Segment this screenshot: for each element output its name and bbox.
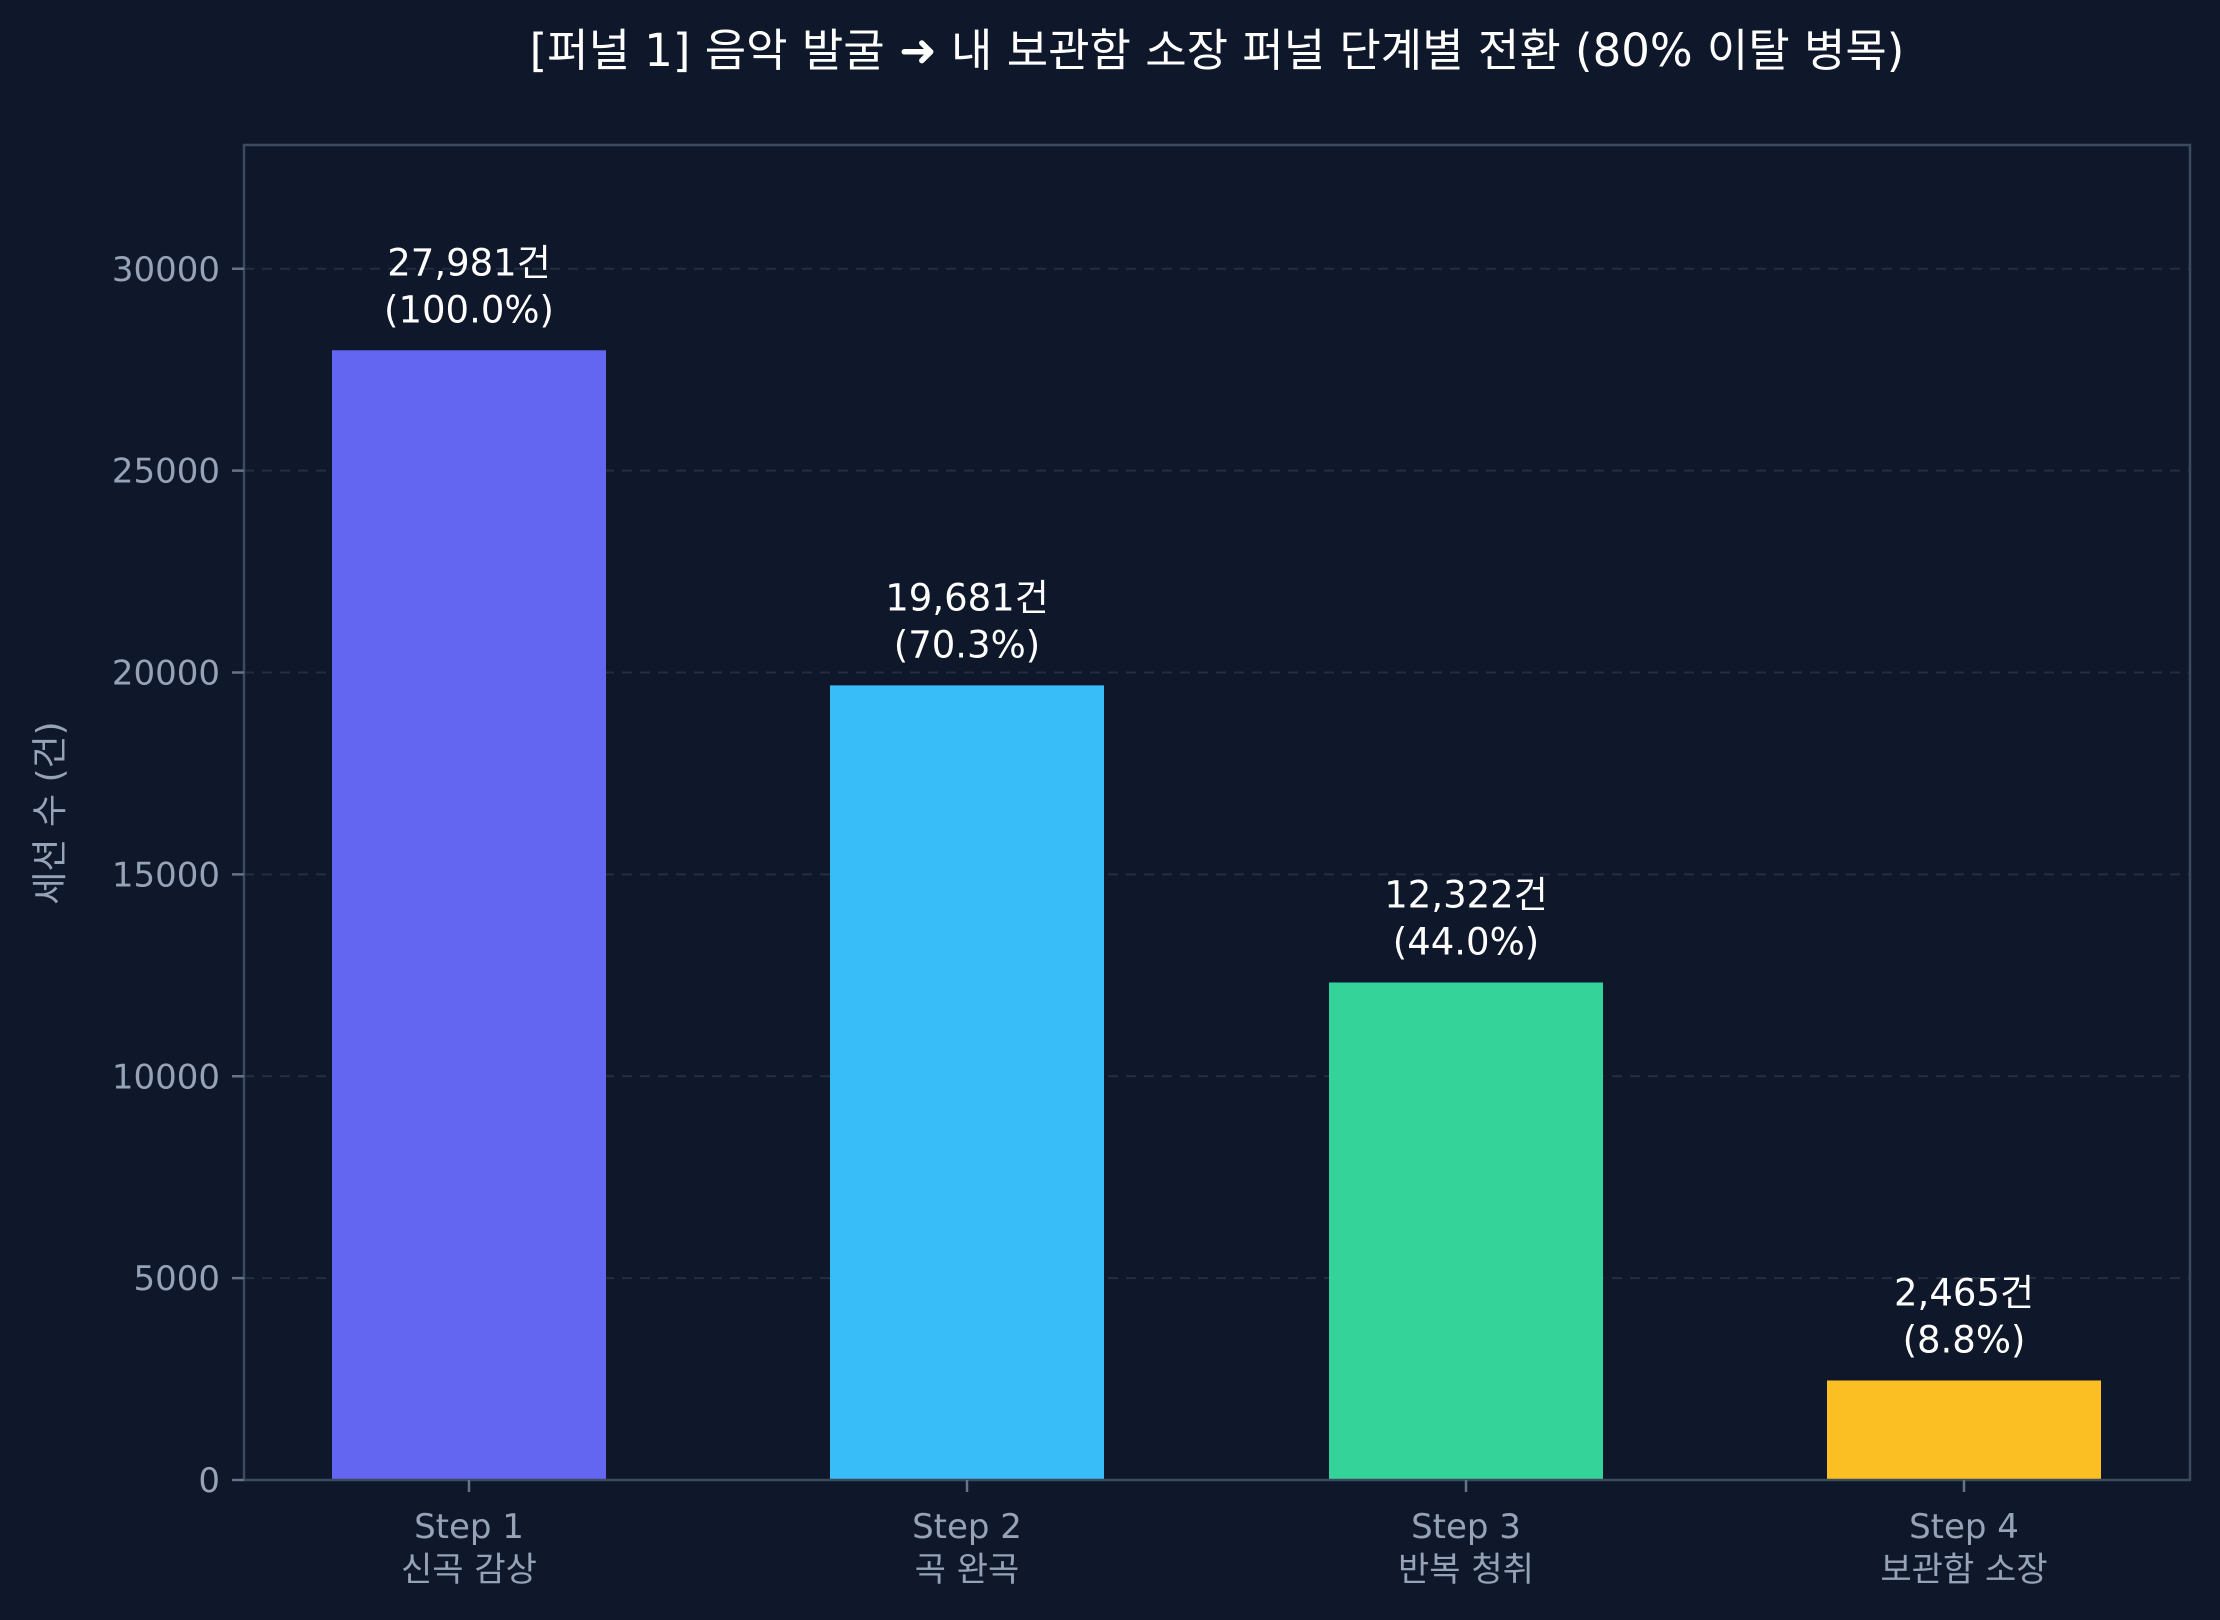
bar-percent-label: (70.3%) [894,623,1040,666]
plot-frame [242,143,2192,1482]
bar-percent-label: (8.8%) [1903,1318,2026,1361]
bar-value-label: 27,981건 [387,241,551,284]
y-tick-label: 25000 [112,452,220,492]
x-tick-label-name: 신곡 감상 [401,1550,537,1590]
y-tick-label: 15000 [112,855,220,895]
bar-value-label: 2,465건 [1894,1271,2034,1314]
y-tick-label: 30000 [112,250,220,290]
bar-percent-label: (44.0%) [1393,920,1539,963]
x-tick-label-name: 반복 청취 [1398,1550,1534,1590]
data-labels-layer: 27,981건(100.0%) 19,681건(70.3%) 12,322건(44.… [384,241,2034,1361]
y-tick-label: 5000 [133,1259,220,1299]
bar-step-2 [830,685,1104,1480]
x-tick-label-step: Step 1 [414,1507,524,1547]
y-tick-label: 20000 [112,654,220,694]
bar-step-1 [332,350,606,1481]
y-tick-label: 0 [198,1461,220,1501]
x-tick-label-name: 보관함 소장 [1880,1550,2047,1590]
x-tick-label-step: Step 3 [1411,1507,1521,1547]
bar-value-label: 19,681건 [885,576,1049,619]
x-axis: Step 1신곡 감상 Step 2곡 완곡 Step 3반복 청취 Step 4보관… [401,1480,2048,1590]
y-axis-label: 세션 수 (건) [30,721,71,904]
x-tick-label-step: Step 2 [912,1507,1022,1547]
bar-value-label: 12,322건 [1384,873,1548,916]
chart-title: [퍼널 1] 음악 발굴 ➜ 내 보관함 소장 퍼널 단계별 전환 (80% 이… [530,24,1905,77]
y-tick-label: 10000 [112,1057,220,1097]
bars-layer [332,350,2101,1481]
bar-step-4 [1827,1380,2101,1480]
bar-percent-label: (100.0%) [384,288,554,331]
y-axis: 0 5000 10000 15000 20000 25000 30000 [112,250,244,1501]
x-tick-label-step: Step 4 [1909,1507,2019,1547]
x-tick-label-name: 곡 완곡 [915,1550,1020,1590]
bar-step-3 [1329,982,1603,1480]
